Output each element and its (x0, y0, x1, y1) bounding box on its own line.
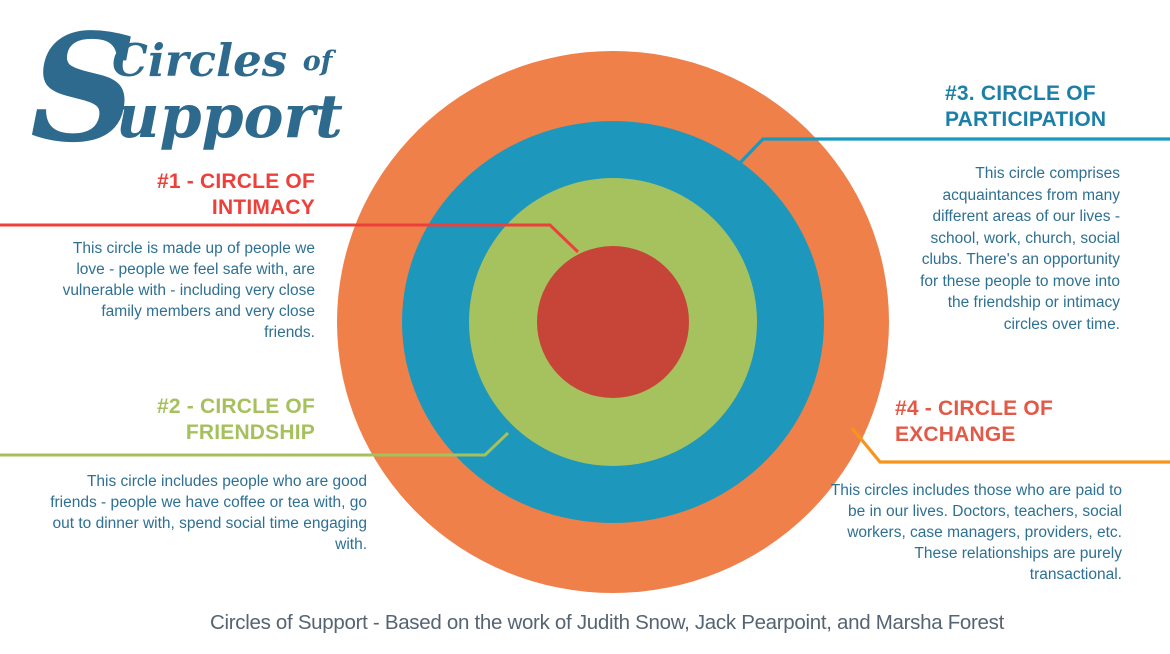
connector-intimacy (0, 223, 580, 254)
logo-word-circles-of: Circles of (112, 38, 332, 85)
section-participation-heading: #3. CIRCLE OF PARTICIPATION (945, 82, 1107, 131)
section-participation-body: This circle comprises acquaintances from… (920, 165, 1120, 333)
logo-word-upport: upport (116, 82, 343, 152)
logo-letter-s: S (30, 1, 137, 175)
section-intimacy-heading: #1 - CIRCLE OF INTIMACY (157, 170, 315, 219)
logo-word-circles: Circles (112, 34, 288, 87)
section-exchange-heading: #4 - CIRCLE OF EXCHANGE (895, 397, 1053, 446)
section-exchange-body: This circles includes those who are paid… (830, 482, 1122, 583)
connector-exchange (850, 426, 1170, 464)
footer-caption: Circles of Support - Based on the work o… (209, 611, 1004, 634)
logo-word-of: of (302, 46, 333, 77)
connector-friendship (0, 431, 510, 457)
section-intimacy-body: This circle is made up of people we love… (62, 240, 315, 341)
connector-participation (736, 137, 1170, 167)
section-friendship-heading: #2 - CIRCLE OF FRIENDSHIP (157, 395, 315, 444)
ring-intimacy (537, 246, 689, 398)
section-friendship-body: This circle includes people who are good… (50, 473, 367, 553)
logo: S Circles of upport (30, 1, 360, 176)
